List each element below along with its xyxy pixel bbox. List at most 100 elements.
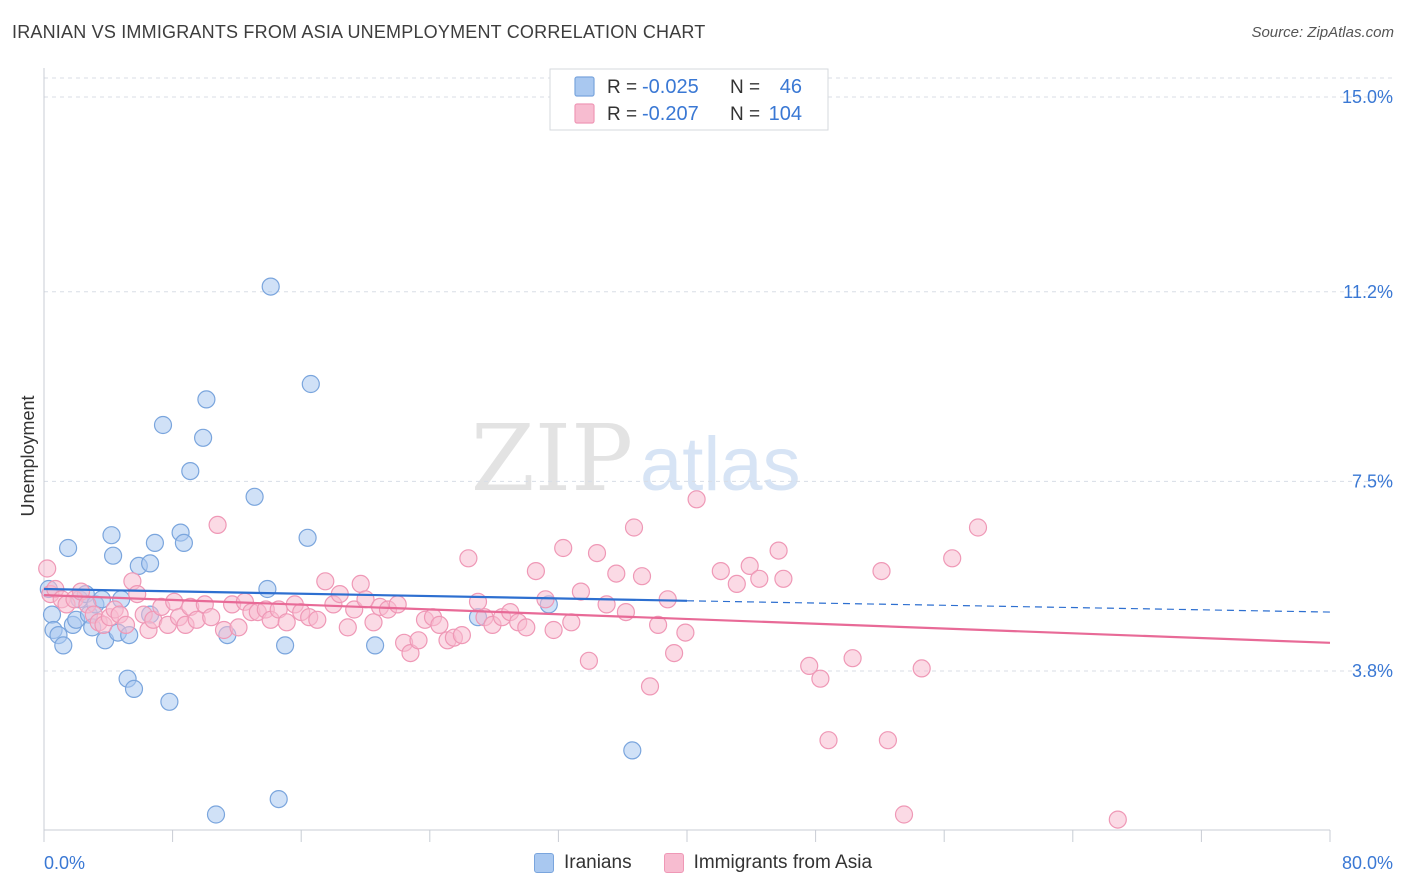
iranians-point bbox=[258, 579, 277, 599]
immigrants-asia-point bbox=[202, 608, 221, 627]
iranians-point bbox=[245, 487, 264, 506]
immigrants-asia-point bbox=[616, 602, 636, 622]
immigrants-asia-point bbox=[811, 669, 830, 688]
legend-item-immigrants-asia: Immigrants from Asia bbox=[663, 852, 872, 874]
immigrants-asia-point bbox=[819, 731, 838, 750]
immigrants-asia-point bbox=[571, 582, 591, 601]
stats-n-value: 46 bbox=[780, 76, 802, 98]
iranians-point bbox=[42, 605, 62, 624]
iranians-point bbox=[301, 374, 320, 394]
immigrants-asia-point bbox=[316, 572, 335, 591]
legend-label-iranians: Iranians bbox=[563, 852, 632, 873]
immigrants-asia-point bbox=[517, 618, 536, 637]
immigrants-asia-point bbox=[345, 600, 364, 619]
immigrants-asia-point bbox=[769, 541, 788, 560]
tick-labels: 3.8% 7.5% 11.2% 15.0% 0.0% 80.0% bbox=[44, 87, 1393, 873]
immigrants-asia-point bbox=[607, 564, 626, 583]
legend-swatch-immigrants-asia bbox=[663, 853, 684, 873]
iranians-trend-line bbox=[43, 587, 688, 602]
iranians-point bbox=[174, 533, 193, 553]
iranians-point bbox=[197, 390, 216, 409]
immigrants-asia-point bbox=[624, 518, 644, 537]
data-points bbox=[38, 277, 1127, 829]
immigrants-asia-point bbox=[452, 625, 471, 645]
immigrants-asia-point bbox=[554, 538, 573, 558]
immigrants-asia-point bbox=[632, 567, 652, 586]
x-tick-label: 80.0% bbox=[1342, 853, 1393, 873]
grid-lines bbox=[44, 77, 1394, 672]
axes bbox=[43, 68, 1331, 842]
immigrants-asia-point bbox=[740, 556, 759, 576]
iranians-point bbox=[103, 546, 123, 565]
immigrants-asia-point bbox=[229, 618, 248, 637]
source-credit: Source: ZipAtlas.com bbox=[1251, 24, 1394, 41]
iranians-point bbox=[298, 528, 317, 547]
immigrants-asia-point bbox=[165, 592, 184, 611]
immigrants-asia-point bbox=[912, 659, 931, 678]
immigrants-asia-point bbox=[308, 610, 327, 629]
immigrants-asia-point bbox=[664, 643, 684, 663]
stats-r-label: R = bbox=[607, 77, 637, 98]
immigrants-asia-point bbox=[894, 805, 914, 824]
immigrants-asia-point bbox=[687, 490, 706, 509]
stats-legend-box bbox=[549, 68, 829, 131]
immigrants-asia-point bbox=[800, 656, 819, 676]
iranians-point bbox=[261, 277, 280, 296]
stats-n-label: N = bbox=[730, 77, 760, 98]
watermark-zip: ZIP bbox=[471, 405, 633, 512]
immigrants-asia-point bbox=[38, 559, 57, 578]
immigrants-asia-point bbox=[727, 574, 746, 594]
immigrants-asia-point bbox=[459, 549, 478, 568]
iranians-point bbox=[141, 554, 160, 573]
stats-n-value: 104 bbox=[769, 103, 802, 125]
stats-swatch-immigrants-asia bbox=[574, 103, 595, 124]
stats-r-label: R = bbox=[607, 104, 637, 125]
immigrants-asia-point bbox=[878, 731, 898, 750]
immigrants-asia-point bbox=[640, 677, 660, 696]
immigrants-asia-trend-line bbox=[43, 594, 1331, 644]
y-tick-label: 3.8% bbox=[1352, 661, 1393, 681]
immigrants-asia-point bbox=[544, 620, 563, 640]
trend-lines bbox=[43, 587, 1331, 644]
immigrants-asia-point bbox=[1108, 810, 1127, 829]
iranians-point bbox=[276, 636, 295, 655]
iranians-point bbox=[58, 538, 78, 558]
immigrants-asia-point bbox=[676, 623, 695, 642]
immigrants-asia-point bbox=[968, 518, 988, 537]
immigrants-asia-point bbox=[711, 561, 730, 581]
immigrants-asia-point bbox=[579, 651, 599, 670]
immigrants-asia-point bbox=[116, 615, 136, 635]
legend-swatch-iranians bbox=[533, 853, 554, 873]
immigrants-asia-point bbox=[587, 543, 607, 563]
iranians-point bbox=[623, 741, 642, 760]
immigrants-asia-point bbox=[843, 649, 862, 668]
stats-r-value: -0.025 bbox=[642, 76, 699, 98]
y-axis-label: Unemployment bbox=[18, 395, 38, 516]
stats-legend: R = -0.025 N = 46 R = -0.207 N = 104 bbox=[549, 68, 829, 131]
immigrants-asia-point bbox=[648, 615, 668, 635]
legend-item-iranians: Iranians bbox=[533, 852, 632, 874]
watermark-atlas: atlas bbox=[640, 422, 801, 507]
immigrants-asia-point bbox=[388, 595, 407, 614]
y-tick-label: 11.2% bbox=[1343, 282, 1393, 302]
immigrants-asia-point bbox=[128, 584, 147, 604]
y-tick-label: 7.5% bbox=[1352, 471, 1393, 491]
iranians-point bbox=[269, 789, 288, 809]
immigrants-asia-point bbox=[208, 515, 227, 535]
immigrants-asia-point bbox=[562, 613, 581, 632]
immigrants-asia-point bbox=[351, 574, 370, 594]
immigrants-asia-point bbox=[409, 631, 428, 650]
iranians-point bbox=[124, 679, 144, 699]
stats-r-value: -0.207 bbox=[642, 103, 699, 125]
iranians-point bbox=[366, 636, 385, 655]
immigrants-asia-point bbox=[774, 569, 793, 588]
immigrants-asia-point bbox=[277, 613, 296, 632]
iranians-point bbox=[194, 428, 213, 447]
x-tick-label: 0.0% bbox=[44, 853, 85, 873]
iranians-point bbox=[54, 636, 73, 655]
immigrants-asia-point bbox=[364, 613, 383, 632]
immigrants-asia-point bbox=[943, 549, 962, 568]
iranians-point bbox=[145, 533, 164, 553]
immigrants-asia-point bbox=[750, 569, 769, 588]
